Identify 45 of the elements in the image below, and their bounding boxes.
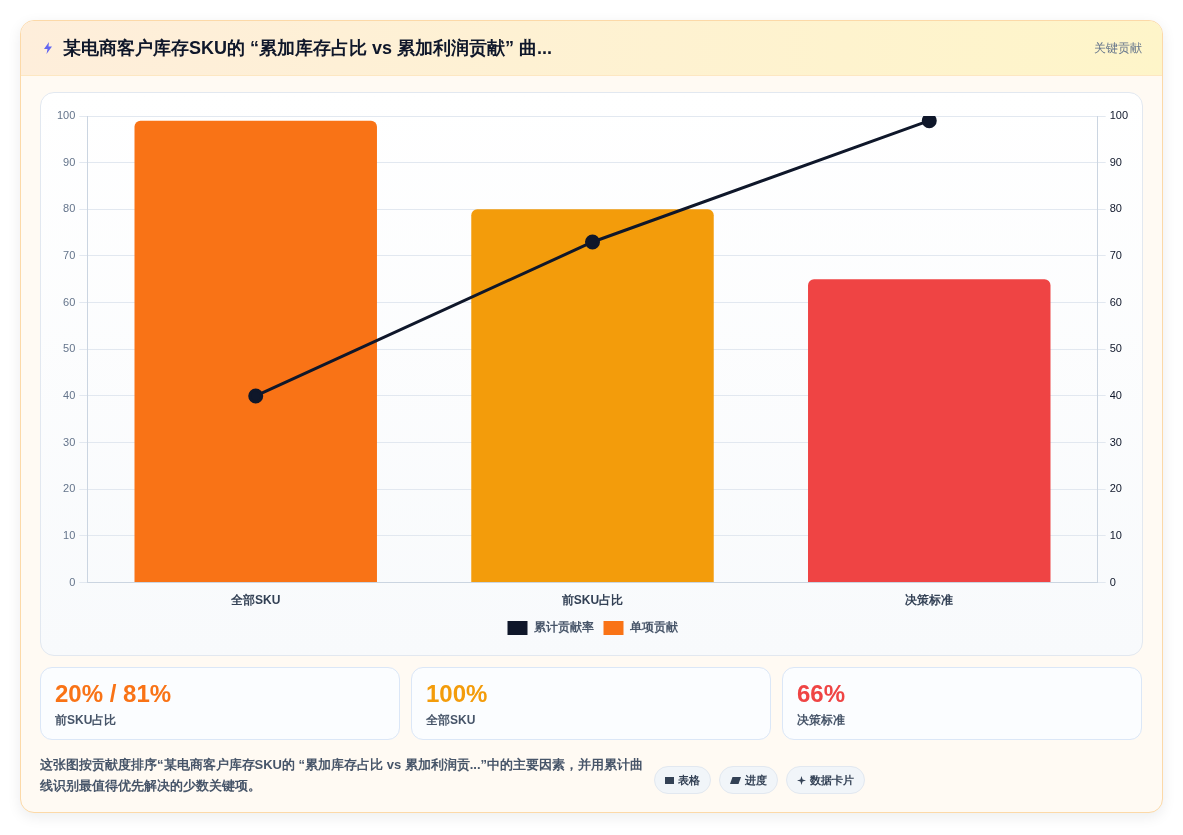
chart-title: 某电商客户库存SKU的 “累加库存占比 vs 累加利润贡献” 曲... [63,37,553,60]
x-tick-label: 前SKU占比 [560,593,624,608]
text: 100% [426,680,489,708]
y-tick-label: 90 [63,155,76,168]
point [921,116,937,129]
text: 20% / 81% [55,680,173,708]
y2-tick-label: 50 [1109,342,1122,355]
pill-button[interactable]: 进度 [719,766,778,794]
y2-tick-label: 40 [1109,388,1122,401]
y-tick-label: 100 [56,109,76,122]
y2-tick-label: 0 [1109,575,1116,588]
bar [134,120,377,583]
y2-tick-label: 70 [1109,249,1122,262]
y-tick-label: 20 [63,482,76,495]
text: 前SKU占比 [55,712,118,729]
pill-button[interactable]: 表格 [654,766,711,794]
y2-tick-label: 100 [1109,109,1129,122]
point [585,234,600,250]
text: 决策标准 [797,712,846,729]
x-tick-label: 决策标准 [905,593,954,608]
pill-button[interactable]: 数据卡片 [786,766,865,794]
y-tick-label: 40 [63,388,76,401]
bar [471,209,714,583]
bar [808,279,1051,583]
y2-tick-label: 20 [1109,482,1122,495]
text: 关键贡献 [1094,39,1142,57]
legend-label: 单项贡献 [628,620,679,635]
y2-tick-label: 80 [1109,202,1122,215]
y-tick-label: 30 [63,435,76,448]
x-tick-label: 全部SKU [230,593,281,608]
text: 66% [797,680,847,708]
y-tick-label: 0 [69,575,76,588]
y-tick-label: 70 [63,249,76,262]
text: 这张图按贡献度排序“某电商客户库存SKU的 “累加库存占比 vs 累加利润贡...”中的主要因素，并用累计曲线识别最值得优先解决的少数关键项。 [40,756,644,795]
text: 全部SKU [426,712,477,729]
y-tick-label: 80 [63,202,76,215]
point [248,388,264,404]
y2-tick-label: 30 [1109,435,1122,448]
y2-tick-label: 60 [1109,295,1122,308]
legend-label: 累计贡献率 [532,620,594,635]
y-tick-label: 50 [63,342,76,355]
y2-tick-label: 10 [1109,528,1122,541]
y-tick-label: 10 [63,528,76,541]
y-tick-label: 60 [63,295,76,308]
y2-tick-label: 90 [1109,155,1122,168]
